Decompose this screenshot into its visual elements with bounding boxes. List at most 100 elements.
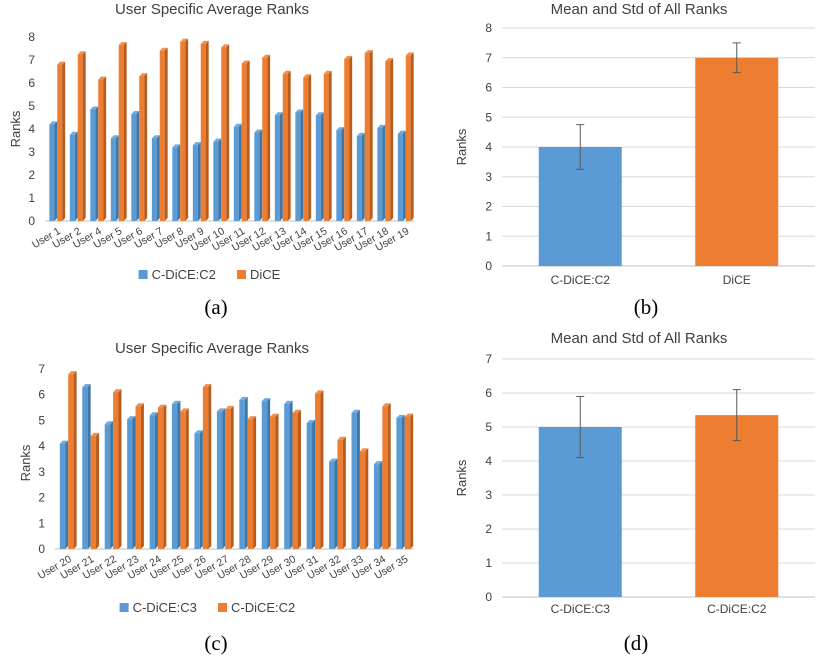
bar-top xyxy=(159,47,168,51)
y-tick-label: 4 xyxy=(485,140,492,154)
bar-orange xyxy=(344,58,350,221)
bar-top xyxy=(135,403,144,407)
bar-top xyxy=(127,416,136,420)
panel-label: (b) xyxy=(634,295,659,319)
y-tick-label: 6 xyxy=(28,76,35,90)
bar-side xyxy=(136,111,140,221)
y-tick-label: 7 xyxy=(28,53,35,67)
bar-top xyxy=(216,408,226,412)
panel-a: User Specific Average Ranks Ranks (a) 0 1… xyxy=(8,1,414,319)
bar-side xyxy=(382,124,386,221)
bar-side xyxy=(144,73,148,221)
bar-orange xyxy=(113,392,119,549)
bar-side xyxy=(267,54,271,222)
bar-top xyxy=(282,70,291,74)
bar-orange xyxy=(364,53,370,221)
bar-top xyxy=(151,135,160,139)
bar-side xyxy=(110,421,114,549)
bar-blue xyxy=(69,134,75,221)
bar-top xyxy=(382,403,391,407)
bar-blue xyxy=(254,132,260,221)
bar-side xyxy=(73,371,77,549)
bar-side xyxy=(74,131,78,221)
bar-blue xyxy=(396,417,402,549)
bar-side xyxy=(341,127,345,221)
bar-side xyxy=(356,409,360,549)
bar-blue xyxy=(59,443,66,549)
bar-top xyxy=(180,408,189,412)
bar-top xyxy=(77,51,86,55)
bar-orange xyxy=(695,57,779,266)
bar-blue xyxy=(194,433,200,549)
bar-blue xyxy=(149,415,155,549)
y-tick-label: 0 xyxy=(38,542,45,556)
bar-top xyxy=(110,135,119,139)
bar-orange xyxy=(221,47,227,221)
x-tick-label: C-DiCE:C2 xyxy=(707,602,767,616)
bar-orange xyxy=(180,411,186,549)
y-tick-label: 1 xyxy=(38,516,45,530)
bar-side xyxy=(177,144,181,221)
bar-side xyxy=(218,138,222,221)
bar-side xyxy=(390,58,394,222)
bar-side xyxy=(312,420,316,549)
y-tick-label: 5 xyxy=(38,413,45,427)
bar-side xyxy=(259,129,263,221)
bar-orange xyxy=(404,416,411,549)
y-tick-label: 3 xyxy=(485,488,492,502)
bar-top xyxy=(404,413,414,417)
bar-top xyxy=(337,436,346,440)
bar-blue xyxy=(336,130,342,221)
bar-side xyxy=(320,112,324,221)
bar-orange xyxy=(225,408,231,549)
bar-orange xyxy=(57,64,63,221)
bar-orange xyxy=(382,406,388,549)
y-tick-label: 7 xyxy=(485,352,492,366)
bar-side xyxy=(287,70,291,221)
bar-orange xyxy=(247,419,254,549)
bar-blue xyxy=(377,127,383,221)
bar-blue xyxy=(216,411,223,549)
y-tick-label: 6 xyxy=(485,386,492,400)
bar-blue xyxy=(131,114,137,221)
bar-blue xyxy=(261,401,268,549)
bar-side xyxy=(154,412,158,549)
bar-side xyxy=(205,40,209,222)
chart-title: Mean and Std of All Ranks xyxy=(551,330,728,347)
bar-side xyxy=(82,51,86,221)
bar-orange xyxy=(180,41,186,221)
bar-top xyxy=(373,461,383,465)
bar-side xyxy=(197,142,201,221)
bar-top xyxy=(261,398,271,402)
legend-label: DiCE xyxy=(250,267,281,282)
bar-orange xyxy=(359,451,366,549)
bar-blue xyxy=(90,109,96,221)
bar-side xyxy=(123,42,127,221)
bar-orange xyxy=(98,79,104,221)
bar-side xyxy=(349,55,353,221)
y-tick-label: 4 xyxy=(38,439,45,453)
panel-b: Mean and Std of All Ranks Ranks (b) 0 1 2 3… xyxy=(454,1,815,319)
bar-side xyxy=(230,405,234,549)
bar-orange xyxy=(159,50,165,221)
y-tick-label: 1 xyxy=(28,191,35,205)
bar-orange xyxy=(135,406,141,549)
bar-orange xyxy=(405,55,411,222)
bar-blue xyxy=(397,133,403,221)
bar-side xyxy=(96,432,100,549)
bar-top xyxy=(239,396,248,400)
bar-top xyxy=(172,400,181,404)
bar-top xyxy=(69,131,78,135)
bar-side xyxy=(185,38,189,221)
bar-blue xyxy=(192,145,198,221)
bar-top xyxy=(270,413,279,417)
bar-top xyxy=(213,138,222,142)
y-tick-label: 2 xyxy=(485,522,492,536)
bar-top xyxy=(202,384,212,387)
y-tick-label: 8 xyxy=(485,21,492,35)
bar-top xyxy=(68,371,77,375)
chart-title: Mean and Std of All Ranks xyxy=(551,1,728,18)
bar-top xyxy=(194,430,203,434)
bar-side xyxy=(222,408,226,549)
x-tick-label: DiCE xyxy=(723,273,751,287)
